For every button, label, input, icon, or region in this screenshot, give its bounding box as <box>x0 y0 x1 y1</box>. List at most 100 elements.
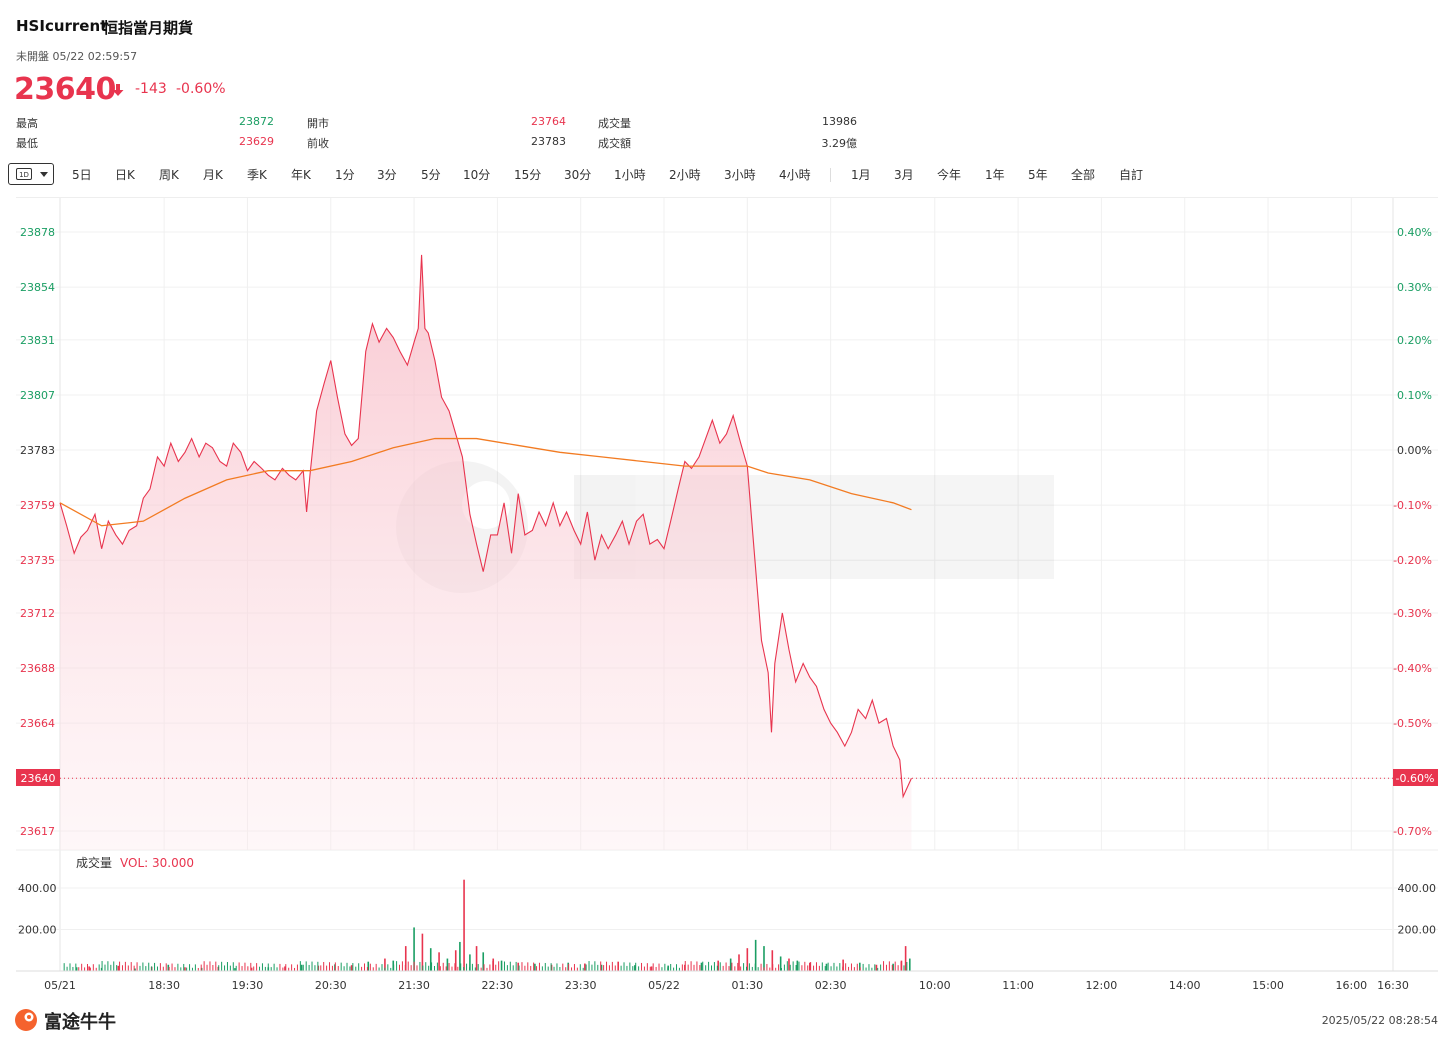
price-chart[interactable]: 23878 23854 23831 23807 23783 23759 23735 23712… <box>0 0 1454 1000</box>
volume-bar <box>431 962 433 971</box>
tab-3m[interactable]: 3月 <box>894 168 914 182</box>
volume-bar <box>634 965 636 971</box>
chevron-down-icon <box>40 172 48 177</box>
tab-year-k[interactable]: 年K <box>291 168 311 182</box>
volume-bar <box>725 962 727 971</box>
tab-15min[interactable]: 15分 <box>514 168 542 182</box>
volume-bar <box>737 962 739 971</box>
volume-bar <box>398 964 400 971</box>
current-price-tag <box>16 769 60 786</box>
tab-1h[interactable]: 1小時 <box>614 168 646 182</box>
volume-bar <box>454 963 456 971</box>
volume-bar <box>445 966 447 971</box>
volume-bar <box>871 967 873 971</box>
tab-30min[interactable]: 30分 <box>564 168 592 182</box>
tab-4h[interactable]: 4小時 <box>779 168 811 182</box>
volume-bar <box>748 963 750 971</box>
tab-ytd[interactable]: 今年 <box>937 168 962 182</box>
volume-bar <box>134 968 136 971</box>
tab-3h[interactable]: 3小時 <box>724 168 756 182</box>
volume-bar <box>606 961 608 971</box>
volume-bar <box>906 961 908 971</box>
percent-tick-label: -0.50% <box>1393 717 1432 730</box>
volume-bar <box>200 964 202 971</box>
symbol-code: HSIcurrent <box>16 17 108 35</box>
tab-divider <box>830 168 831 182</box>
volume-bar <box>378 967 380 971</box>
volume-bar <box>384 967 386 971</box>
volume-bar <box>892 963 894 971</box>
volume-bar <box>448 963 450 971</box>
volume-bar <box>238 962 240 971</box>
volume-bar <box>780 967 782 971</box>
volume-bar <box>751 966 753 971</box>
volume-bar <box>189 964 191 971</box>
tab-10min[interactable]: 10分 <box>463 168 491 182</box>
volume-bar <box>763 967 765 971</box>
brand-name: 富途牛牛 <box>44 1012 116 1033</box>
tab-5y[interactable]: 5年 <box>1028 168 1048 182</box>
volume-bar <box>130 962 132 971</box>
tab-quarter-k[interactable]: 季K <box>247 168 267 182</box>
tab-all[interactable]: 全部 <box>1071 168 1096 182</box>
volume-bar <box>874 964 876 971</box>
volume-bar <box>300 964 303 971</box>
volume-bar <box>655 966 657 971</box>
volume-bar <box>708 961 710 971</box>
volume-bar <box>859 962 861 971</box>
volume-bar <box>830 966 832 971</box>
volume-bar <box>515 961 517 971</box>
brand-logo-icon <box>14 1008 40 1036</box>
percent-tick-label: 0.10% <box>1397 389 1432 402</box>
last-price: 23640 <box>14 72 116 107</box>
tab-3min[interactable]: 3分 <box>377 168 397 182</box>
volume-bar <box>305 961 307 971</box>
tab-2h[interactable]: 2小時 <box>669 168 701 182</box>
tab-5d[interactable]: 5日 <box>72 168 92 182</box>
volume-bar <box>897 965 899 971</box>
volume-bar <box>509 961 511 971</box>
volume-bar <box>413 961 415 971</box>
tab-day-k[interactable]: 日K <box>115 168 135 182</box>
volume-bar <box>475 946 478 971</box>
volume-bar <box>568 963 570 971</box>
volume-bar <box>553 966 555 971</box>
tab-5min[interactable]: 5分 <box>421 168 441 182</box>
volume-bar <box>107 961 109 971</box>
volume-bar <box>842 966 844 971</box>
volume-bar <box>536 966 538 971</box>
tab-1min[interactable]: 1分 <box>335 168 355 182</box>
volume-bar <box>772 964 774 971</box>
volume-bar <box>597 964 599 971</box>
volume-bar <box>482 952 485 971</box>
time-tick-label: 11:00 <box>1002 979 1034 992</box>
volume-bar <box>850 963 852 971</box>
volume-bar <box>381 964 383 971</box>
volume-bar <box>229 965 231 971</box>
tab-1m[interactable]: 1月 <box>851 168 871 182</box>
current-percent-tag <box>1393 769 1438 786</box>
volume-bar <box>221 961 223 971</box>
volume-bar <box>565 967 567 971</box>
volume-bar <box>530 965 532 971</box>
tab-1y[interactable]: 1年 <box>985 168 1005 182</box>
volume-bar <box>428 965 430 971</box>
tab-month-k[interactable]: 月K <box>203 168 223 182</box>
percent-tick-label: 0.00% <box>1397 444 1432 457</box>
volume-bar <box>501 964 503 971</box>
stat-label-volume: 成交量 <box>598 117 631 130</box>
volume-bar <box>463 879 465 971</box>
tab-custom[interactable]: 自訂 <box>1119 168 1144 182</box>
market-status: 未開盤 05/22 02:59:57 <box>16 50 138 63</box>
volume-bar <box>600 964 603 971</box>
volume-bar <box>643 966 645 971</box>
volume-bar <box>407 961 409 971</box>
volume-bar <box>894 961 896 971</box>
tab-week-k[interactable]: 周K <box>159 168 179 182</box>
volume-bar <box>212 965 214 971</box>
tab-1d-dropdown[interactable]: 1D <box>8 163 54 185</box>
volume-bar <box>818 965 820 971</box>
snapshot-timestamp: 2025/05/22 08:28:54 <box>1321 1014 1438 1027</box>
volume-bar <box>334 962 336 971</box>
percent-tick-label: 0.40% <box>1397 226 1432 239</box>
